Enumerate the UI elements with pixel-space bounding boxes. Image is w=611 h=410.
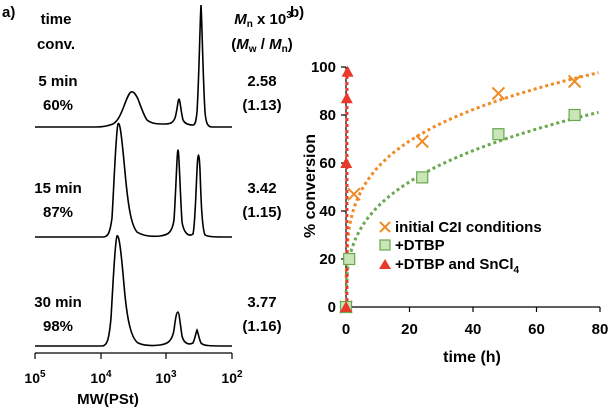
trace-3-time: 30 min bbox=[34, 294, 82, 311]
trend-initial bbox=[344, 71, 599, 278]
point-dtbp-4 bbox=[568, 108, 581, 122]
y-tick-label-80: 80 bbox=[319, 107, 336, 124]
legend-label-sncl4: +DTBP and SnCl4 bbox=[395, 256, 520, 276]
x-tick-label-40: 40 bbox=[465, 321, 482, 338]
trace-1-conv: 60% bbox=[43, 97, 73, 114]
panel-b-x-label: time (h) bbox=[443, 349, 501, 366]
panel-a-tick-label-1e3: 103 bbox=[155, 369, 177, 386]
trace-2-mn: 3.42 bbox=[247, 180, 276, 197]
x-tick-label-80: 80 bbox=[592, 321, 609, 338]
panel-a-tick-label-1e5: 105 bbox=[24, 369, 46, 386]
y-tick-label-100: 100 bbox=[311, 59, 336, 76]
point-sncl4-2 bbox=[340, 92, 353, 104]
panel-a-tick-label-1e4: 104 bbox=[90, 369, 112, 386]
panel-b-y-label: % conversion bbox=[302, 134, 319, 238]
panel-a-x-label: MW(PSt) bbox=[77, 391, 139, 408]
panel-a-tick-label-1e2: 102 bbox=[221, 369, 243, 386]
header-dispersity: (Mw / Mn) bbox=[231, 36, 292, 55]
trace-1-time: 5 min bbox=[38, 73, 77, 90]
legend-label-initial: initial C2I conditions bbox=[395, 219, 542, 236]
point-sncl4-1 bbox=[340, 157, 353, 168]
gpc-trace-15min bbox=[35, 122, 233, 238]
point-sncl4-0 bbox=[340, 301, 352, 312]
header-mn: Mn x 103 bbox=[234, 10, 292, 30]
point-sncl4-3 bbox=[341, 65, 354, 77]
point-dtbp-3 bbox=[492, 128, 505, 141]
point-dtbp-1 bbox=[343, 252, 356, 266]
legend: initial C2I conditions +DTBP +DTBP and S… bbox=[379, 219, 542, 276]
header-conv: conv. bbox=[37, 36, 75, 53]
x-tick-label-60: 60 bbox=[528, 321, 545, 338]
legend-marker-square bbox=[379, 239, 391, 251]
x-tick-label-0: 0 bbox=[342, 321, 350, 338]
trace-2-dispersity: (1.15) bbox=[242, 204, 281, 221]
y-tick-label-60: 60 bbox=[319, 155, 336, 172]
legend-marker-triangle bbox=[379, 259, 391, 269]
y-tick-label-20: 20 bbox=[319, 251, 336, 268]
point-dtbp-2 bbox=[416, 171, 429, 184]
gpc-trace-5min bbox=[35, 4, 232, 128]
trace-3-dispersity: (1.16) bbox=[242, 318, 281, 335]
y-tick-label-40: 40 bbox=[319, 203, 336, 220]
panel-a-label: a) bbox=[2, 4, 15, 21]
point-initial-3 bbox=[491, 86, 506, 101]
trace-2-time: 15 min bbox=[34, 180, 82, 197]
legend-label-dtbp: +DTBP bbox=[395, 237, 445, 254]
x-tick-label-20: 20 bbox=[401, 321, 418, 338]
trace-1-mn: 2.58 bbox=[247, 73, 276, 90]
panel-b-label: b) bbox=[290, 4, 304, 21]
point-initial-4 bbox=[567, 74, 582, 89]
header-time: time bbox=[41, 11, 72, 28]
trace-3-mn: 3.77 bbox=[247, 294, 276, 311]
point-initial-2 bbox=[415, 134, 429, 149]
gpc-trace-30min bbox=[35, 235, 233, 347]
point-initial-1 bbox=[347, 187, 361, 201]
trace-3-conv: 98% bbox=[43, 318, 73, 335]
trend-dtbp bbox=[344, 110, 599, 294]
trace-2-conv: 87% bbox=[43, 204, 73, 221]
trace-1-dispersity: (1.13) bbox=[242, 97, 281, 114]
y-tick-label-0: 0 bbox=[328, 299, 336, 316]
legend-marker-x bbox=[379, 221, 391, 233]
panel-b-plot: 0 20 40 60 80 0 20 40 60 80 100 bbox=[311, 59, 608, 338]
